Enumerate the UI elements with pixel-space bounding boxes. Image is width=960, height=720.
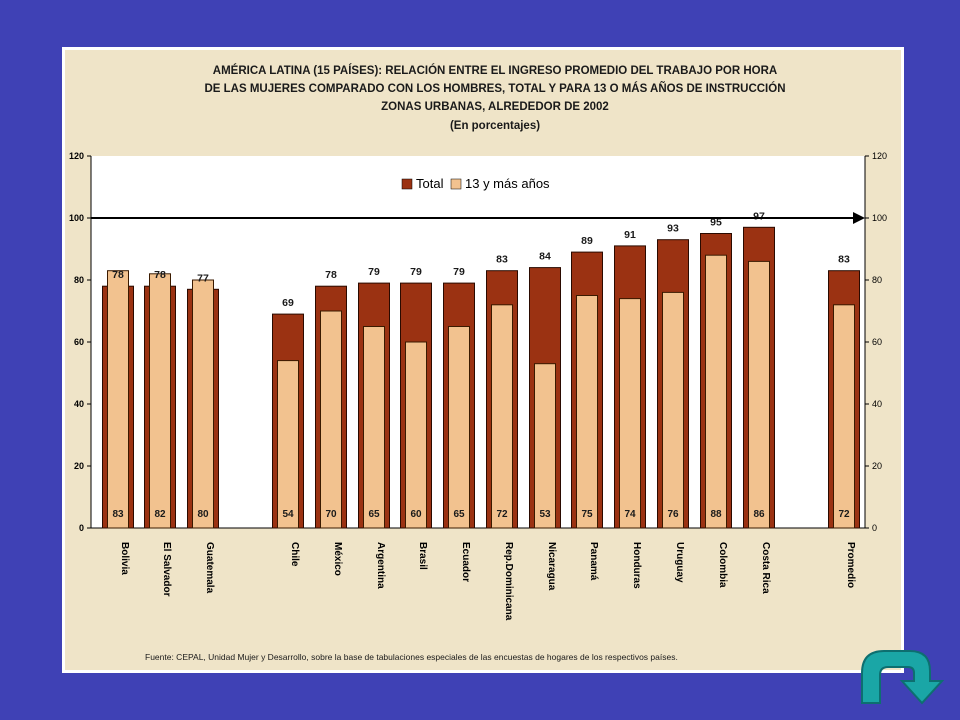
- data-label-total: 97: [753, 210, 765, 222]
- legend-label-13-years: 13 y más años: [465, 176, 550, 191]
- x-category-label: El Salvador: [161, 542, 172, 597]
- data-label-13-years: 83: [112, 509, 124, 520]
- bar-13-years: [705, 254, 727, 529]
- legend-label-total: Total: [416, 176, 444, 191]
- data-label-13-years: 76: [667, 509, 679, 520]
- y-tick-label-left: 0: [79, 523, 84, 533]
- data-label-total: 95: [710, 217, 722, 229]
- bar-13-years: [576, 295, 598, 529]
- y-tick-label-right: 40: [872, 399, 882, 409]
- y-tick-label-right: 0: [872, 523, 877, 533]
- bar-13-years: [320, 310, 342, 529]
- data-label-total: 79: [368, 266, 380, 278]
- y-tick-label-left: 100: [69, 213, 84, 223]
- x-category-label: Bolivia: [119, 542, 130, 575]
- legend-swatch-13-years: [450, 178, 462, 190]
- data-label-13-years: 60: [410, 509, 422, 520]
- data-label-total: 83: [496, 254, 508, 266]
- bar-13-years: [662, 291, 684, 529]
- bar-13-years: [748, 260, 770, 529]
- x-category-label: Nicaragua: [546, 542, 557, 591]
- bar-13-years: [448, 326, 470, 529]
- data-label-13-years: 54: [282, 509, 294, 520]
- x-category-label: Argentina: [375, 542, 386, 589]
- data-label-13-years: 65: [368, 509, 380, 520]
- data-label-13-years: 65: [453, 509, 465, 520]
- bar-13-years: [534, 363, 556, 529]
- data-label-total: 83: [838, 254, 850, 266]
- data-label-total: 84: [539, 251, 551, 263]
- data-label-total: 78: [325, 269, 337, 281]
- chart-title-line: DE LAS MUJERES COMPARADO CON LOS HOMBRES…: [204, 82, 785, 95]
- bar-13-years: [491, 304, 513, 529]
- data-label-total: 89: [581, 235, 593, 247]
- y-tick-label-right: 120: [872, 151, 887, 161]
- reference-line-arrowhead: [853, 212, 865, 224]
- x-category-label: Brasil: [417, 542, 428, 570]
- data-label-total: 79: [410, 266, 422, 278]
- y-tick-label-left: 60: [74, 337, 84, 347]
- data-label-total: 69: [282, 297, 294, 309]
- y-tick-label-left: 80: [74, 275, 84, 285]
- legend-swatch-total: [401, 178, 413, 190]
- y-tick-label-left: 120: [69, 151, 84, 161]
- x-category-label: Chile: [289, 542, 300, 567]
- data-label-total: 79: [453, 266, 465, 278]
- data-label-13-years: 72: [496, 509, 508, 520]
- data-label-13-years: 82: [154, 509, 166, 520]
- x-category-label: Panamá: [588, 542, 599, 581]
- data-label-13-years: 75: [581, 509, 593, 520]
- bar-13-years: [363, 326, 385, 529]
- data-label-total: 77: [197, 272, 209, 284]
- y-tick-label-left: 40: [74, 399, 84, 409]
- y-tick-label-right: 20: [872, 461, 882, 471]
- data-label-13-years: 53: [539, 509, 551, 520]
- x-category-label: Uruguay: [674, 542, 685, 583]
- chart-svg: AMÉRICA LATINA (15 PAÍSES): RELACIÓN ENT…: [69, 64, 887, 662]
- x-category-label: Rep.Dominicana: [503, 542, 514, 621]
- data-label-13-years: 72: [838, 509, 850, 520]
- source-note: Fuente: CEPAL, Unidad Mujer y Desarrollo…: [145, 652, 678, 662]
- x-category-label: Costa Rica: [760, 542, 771, 594]
- x-category-label: Promedio: [845, 542, 856, 588]
- y-tick-label-right: 80: [872, 275, 882, 285]
- bar-13-years: [405, 341, 427, 529]
- bar-13-years: [619, 298, 641, 529]
- x-category-label: Guatemala: [204, 542, 215, 594]
- data-label-total: 78: [112, 269, 124, 281]
- chart-title-line: ZONAS URBANAS, ALREDEDOR DE 2002: [381, 101, 609, 113]
- chart-title-line: AMÉRICA LATINA (15 PAÍSES): RELACIÓN ENT…: [213, 64, 777, 77]
- bar-13-years: [277, 360, 299, 529]
- data-label-13-years: 86: [753, 509, 765, 520]
- curved-arrow-return-icon[interactable]: [858, 647, 948, 707]
- data-label-13-years: 88: [710, 509, 722, 520]
- data-label-13-years: 70: [325, 509, 337, 520]
- data-label-total: 93: [667, 223, 679, 235]
- bar-13-years: [107, 270, 129, 529]
- y-tick-label-right: 60: [872, 337, 882, 347]
- data-label-total: 91: [624, 229, 636, 241]
- x-category-label: Ecuador: [460, 542, 471, 582]
- bar-13-years: [192, 279, 214, 529]
- data-label-13-years: 80: [197, 509, 209, 520]
- x-category-label: Honduras: [631, 542, 642, 589]
- curved-arrow-return-icon-graphic: [861, 650, 945, 705]
- y-tick-label-left: 20: [74, 461, 84, 471]
- chart-panel: AMÉRICA LATINA (15 PAÍSES): RELACIÓN ENT…: [62, 47, 904, 673]
- chart-title-line: (En porcentajes): [450, 120, 540, 132]
- x-category-label: Colombia: [717, 542, 728, 588]
- y-tick-label-right: 100: [872, 213, 887, 223]
- data-label-total: 78: [154, 269, 166, 281]
- data-label-13-years: 74: [624, 509, 636, 520]
- x-category-label: México: [332, 542, 343, 576]
- bar-13-years: [149, 273, 171, 529]
- bar-13-years: [833, 304, 855, 529]
